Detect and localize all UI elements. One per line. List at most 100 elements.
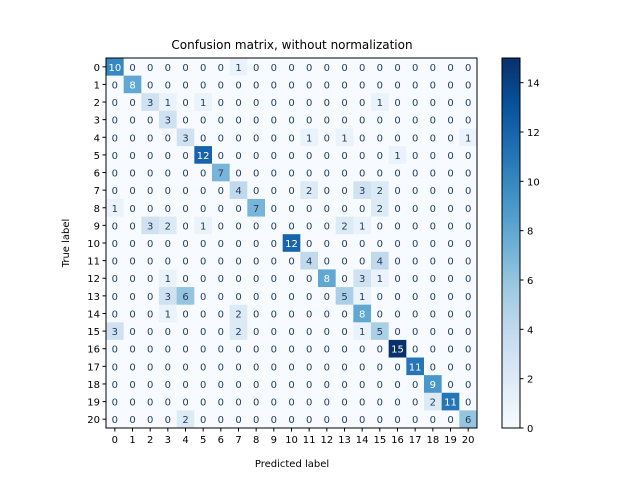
heatmap-cell-1-12 (318, 75, 337, 94)
heatmap-cell-12-0 (106, 269, 125, 288)
cell-value-7-9: 0 (271, 186, 277, 197)
cell-value-3-13: 0 (341, 116, 347, 127)
heatmap-cell-9-18 (424, 216, 443, 235)
cell-value-12-14: 3 (359, 274, 365, 285)
heatmap-cell-9-0 (106, 216, 125, 235)
heatmap-cell-9-12 (318, 216, 337, 235)
heatmap-cell-16-4 (176, 339, 195, 358)
heatmap-cell-0-18 (424, 58, 443, 77)
heatmap-cell-19-7 (229, 392, 248, 411)
cell-value-2-12: 0 (324, 98, 330, 109)
cell-value-5-6: 0 (218, 151, 224, 162)
heatmap-cell-11-16 (388, 251, 407, 270)
heatmap-cell-17-11 (300, 357, 319, 376)
cell-value-11-20: 0 (465, 257, 471, 268)
cell-value-15-20: 0 (465, 327, 471, 338)
cell-value-1-0: 0 (112, 80, 118, 91)
cell-value-3-20: 0 (465, 116, 471, 127)
x-tick-label-5: 5 (200, 435, 206, 446)
cell-value-16-12: 0 (324, 345, 330, 356)
heatmap-cell-8-16 (388, 198, 407, 217)
chart-title: Confusion matrix, without normalization (171, 38, 412, 52)
cell-value-1-14: 0 (359, 80, 365, 91)
heatmap-cell-18-0 (106, 375, 125, 394)
heatmap-cell-18-11 (300, 375, 319, 394)
cell-value-15-10: 0 (288, 327, 294, 338)
cell-value-5-7: 0 (235, 151, 241, 162)
cell-value-20-12: 0 (324, 415, 330, 426)
cell-value-17-13: 0 (341, 362, 347, 373)
cell-value-8-14: 0 (359, 204, 365, 215)
cell-value-6-13: 0 (341, 169, 347, 180)
heatmap-cell-0-1 (123, 58, 142, 77)
heatmap-cell-8-12 (318, 198, 337, 217)
heatmap-cell-18-14 (353, 375, 372, 394)
x-tick-label-9: 9 (271, 435, 277, 446)
cell-value-7-17: 0 (412, 186, 418, 197)
heatmap-cell-0-3 (159, 58, 178, 77)
heatmap-cell-16-19 (441, 339, 460, 358)
x-tick-label-12: 12 (320, 435, 333, 446)
cell-value-10-13: 0 (341, 239, 347, 250)
heatmap-cell-10-4 (176, 234, 195, 253)
heatmap-cell-7-7 (229, 181, 248, 200)
cell-value-12-18: 0 (430, 274, 436, 285)
heatmap-cell-20-17 (406, 410, 425, 429)
heatmap-cell-6-8 (247, 163, 266, 182)
heatmap-cell-15-0 (106, 322, 125, 341)
cell-value-11-13: 0 (341, 257, 347, 268)
cell-value-16-5: 0 (200, 345, 206, 356)
cell-value-16-16: 15 (391, 345, 404, 356)
heatmap-cell-7-10 (282, 181, 301, 200)
heatmap-cell-12-4 (176, 269, 195, 288)
colorbar-tick-label-0: 0 (527, 424, 533, 435)
heatmap-cell-2-17 (406, 93, 425, 112)
x-tick-label-11: 11 (303, 435, 316, 446)
cell-value-15-7: 2 (235, 327, 241, 338)
cell-value-18-5: 0 (200, 380, 206, 391)
cell-value-8-5: 0 (200, 204, 206, 215)
cell-value-16-13: 0 (341, 345, 347, 356)
cell-value-7-8: 0 (253, 186, 259, 197)
heatmap-cell-0-13 (335, 58, 354, 77)
cell-value-2-0: 0 (112, 98, 118, 109)
heatmap-cell-20-3 (159, 410, 178, 429)
heatmap-cell-6-15 (371, 163, 390, 182)
y-tick-label-4: 4 (94, 133, 100, 144)
heatmap-cell-17-0 (106, 357, 125, 376)
cell-value-6-11: 0 (306, 169, 312, 180)
cell-value-20-2: 0 (147, 415, 153, 426)
heatmap-cell-14-2 (141, 304, 160, 323)
cell-value-9-14: 1 (359, 221, 365, 232)
heatmap-cell-17-12 (318, 357, 337, 376)
cell-value-11-18: 0 (430, 257, 436, 268)
cell-value-8-4: 0 (182, 204, 188, 215)
heatmap-cell-8-18 (424, 198, 443, 217)
heatmap-cell-2-15 (371, 93, 390, 112)
cell-value-9-1: 0 (129, 221, 135, 232)
cell-value-12-1: 0 (129, 274, 135, 285)
heatmap-cell-8-8 (247, 198, 266, 217)
heatmap-cell-7-0 (106, 181, 125, 200)
heatmap-cell-8-13 (335, 198, 354, 217)
heatmap-cell-2-18 (424, 93, 443, 112)
cell-value-11-0: 0 (112, 257, 118, 268)
heatmap-cell-20-13 (335, 410, 354, 429)
heatmap-cell-5-10 (282, 146, 301, 165)
cell-value-20-20: 6 (465, 415, 471, 426)
heatmap-cell-13-0 (106, 287, 125, 306)
heatmap-cell-14-8 (247, 304, 266, 323)
cell-value-19-5: 0 (200, 398, 206, 409)
heatmap-cell-9-10 (282, 216, 301, 235)
heatmap-cell-7-2 (141, 181, 160, 200)
heatmap-cell-20-0 (106, 410, 125, 429)
heatmap-cell-6-3 (159, 163, 178, 182)
heatmap-cell-5-13 (335, 146, 354, 165)
cell-value-18-19: 0 (447, 380, 453, 391)
heatmap-cell-16-16 (388, 339, 407, 358)
cell-value-0-1: 0 (129, 63, 135, 74)
cell-value-4-12: 0 (324, 133, 330, 144)
cell-value-5-14: 0 (359, 151, 365, 162)
heatmap-cell-20-10 (282, 410, 301, 429)
heatmap-cell-1-14 (353, 75, 372, 94)
